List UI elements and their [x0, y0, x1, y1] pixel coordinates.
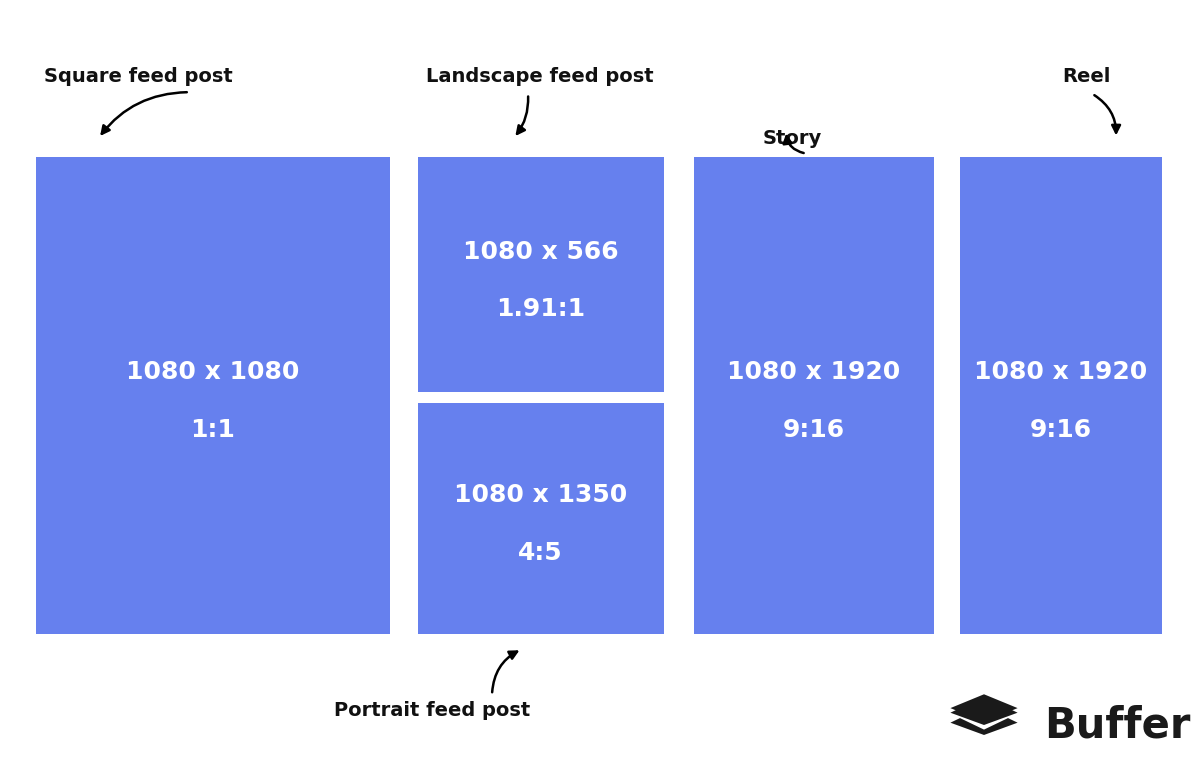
Text: Reel: Reel — [1062, 68, 1110, 86]
Text: 1080 x 566: 1080 x 566 — [463, 240, 618, 263]
Polygon shape — [950, 708, 1018, 725]
Bar — [418, 157, 664, 392]
Bar — [960, 157, 1162, 634]
Text: 1080 x 1350: 1080 x 1350 — [454, 483, 628, 508]
Text: Portrait feed post: Portrait feed post — [334, 701, 530, 720]
Text: 1080 x 1920: 1080 x 1920 — [974, 360, 1147, 385]
Text: 1:1: 1:1 — [191, 418, 235, 442]
Text: Square feed post: Square feed post — [43, 68, 233, 86]
Text: Landscape feed post: Landscape feed post — [426, 68, 654, 86]
Bar — [694, 157, 934, 634]
Text: 4:5: 4:5 — [518, 541, 563, 565]
Bar — [418, 403, 664, 634]
Text: 1080 x 1920: 1080 x 1920 — [727, 360, 900, 385]
Text: 9:16: 9:16 — [782, 418, 845, 442]
Text: Buffer: Buffer — [1044, 705, 1190, 746]
Text: 9:16: 9:16 — [1030, 418, 1092, 442]
Polygon shape — [950, 718, 1018, 735]
Text: 1.91:1: 1.91:1 — [496, 297, 586, 321]
Bar — [36, 157, 390, 634]
Text: 1080 x 1080: 1080 x 1080 — [126, 360, 300, 385]
Polygon shape — [950, 694, 1018, 722]
Text: Story: Story — [762, 129, 822, 147]
